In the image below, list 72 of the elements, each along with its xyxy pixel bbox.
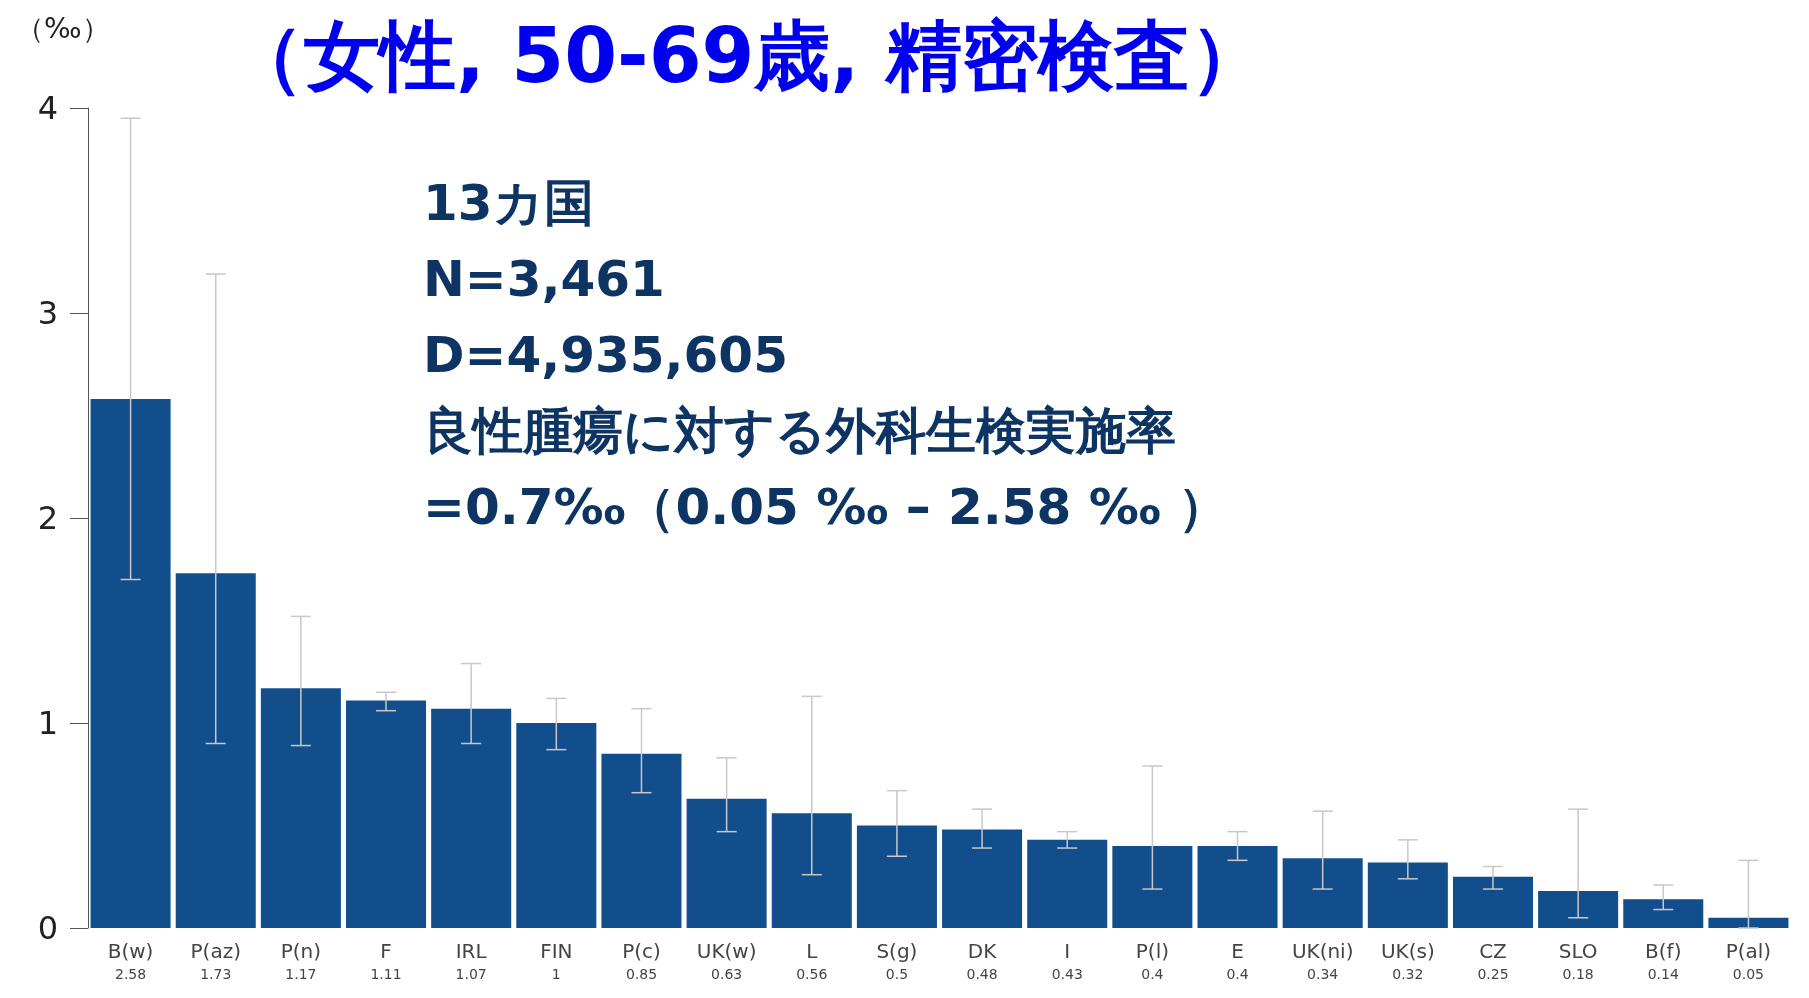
x-tick-label: UK(ni)	[1291, 939, 1354, 963]
data-label: 0.85	[625, 966, 658, 982]
bar	[1197, 846, 1278, 928]
data-label: 1.11	[370, 966, 402, 982]
x-tick-label: B(w)	[107, 939, 154, 963]
data-label: 2.58	[114, 966, 147, 982]
annotation: 13カ国	[423, 174, 594, 232]
bar	[175, 573, 256, 928]
data-label: 0.5	[885, 966, 909, 982]
x-tick-label: P(az)	[190, 939, 241, 963]
data-label: 1.17	[285, 966, 317, 982]
bar	[431, 708, 512, 928]
data-label: 1.07	[455, 966, 487, 982]
data-label: 0.63	[711, 966, 743, 982]
x-tick-label: DK	[967, 939, 998, 963]
data-label: 0.43	[1051, 966, 1083, 982]
y-tick-label: 3	[37, 294, 58, 332]
data-label: 0.05	[1732, 966, 1765, 982]
annotation: 良性腫瘍に対する外科生検実施率	[423, 402, 1176, 460]
data-label: 0.4	[1141, 966, 1164, 982]
bar	[346, 700, 427, 928]
bar	[686, 798, 767, 928]
bar	[516, 723, 597, 928]
y-tick-label: 4	[37, 89, 58, 127]
bar	[1367, 862, 1448, 928]
bar	[942, 829, 1023, 928]
annotation: =0.7‰（0.05 ‰ – 2.58 ‰ ）	[423, 478, 1229, 536]
data-label: 0.4	[1226, 966, 1249, 982]
chart-title: （女性, 50-69歳, 精密検査）	[228, 10, 1266, 100]
x-tick-label: B(f)	[1645, 939, 1682, 963]
x-tick-label: UK(s)	[1380, 939, 1435, 963]
bar	[1027, 839, 1108, 928]
data-label: 0.34	[1307, 966, 1339, 982]
x-tick-label: SLO	[1558, 939, 1598, 963]
data-label: 0.32	[1392, 966, 1424, 982]
y-tick-label: 0	[37, 909, 58, 947]
x-tick-label: L	[806, 939, 819, 963]
bar	[1708, 917, 1789, 928]
data-label: 0.18	[1562, 966, 1594, 982]
bar	[856, 825, 937, 928]
x-tick-label: IRL	[455, 939, 488, 963]
x-tick-label: P(al)	[1725, 939, 1772, 963]
x-tick-label: FIN	[540, 939, 573, 963]
x-tick-label: E	[1231, 939, 1244, 963]
bar	[1538, 891, 1619, 928]
data-label: 0.56	[796, 966, 828, 982]
y-axis-title: （‰）	[16, 11, 110, 45]
data-label: 1	[551, 966, 561, 982]
x-tick-label: F	[380, 939, 392, 963]
data-label: 0.48	[966, 966, 998, 982]
x-tick-label: CZ	[1479, 939, 1507, 963]
data-label: 0.14	[1647, 966, 1679, 982]
x-tick-label: P(l)	[1135, 939, 1169, 963]
x-tick-label: UK(w)	[696, 939, 757, 963]
x-tick-label: I	[1064, 939, 1071, 963]
x-tick-label: S(g)	[876, 939, 918, 963]
x-tick-label: P(n)	[280, 939, 322, 963]
data-label: 1.73	[200, 966, 232, 982]
bar	[1452, 876, 1533, 928]
bar	[1282, 858, 1363, 928]
bar	[601, 753, 682, 928]
bar	[90, 399, 171, 928]
bar	[260, 688, 341, 928]
y-tick-label: 1	[37, 704, 58, 742]
bar	[1623, 899, 1704, 928]
annotation: N=3,461	[423, 250, 665, 308]
y-tick-label: 2	[37, 499, 58, 537]
data-label: 0.25	[1477, 966, 1509, 982]
x-tick-label: P(c)	[622, 939, 661, 963]
bar	[1112, 846, 1193, 928]
annotation: D=4,935,605	[423, 326, 788, 384]
bar	[771, 813, 852, 928]
